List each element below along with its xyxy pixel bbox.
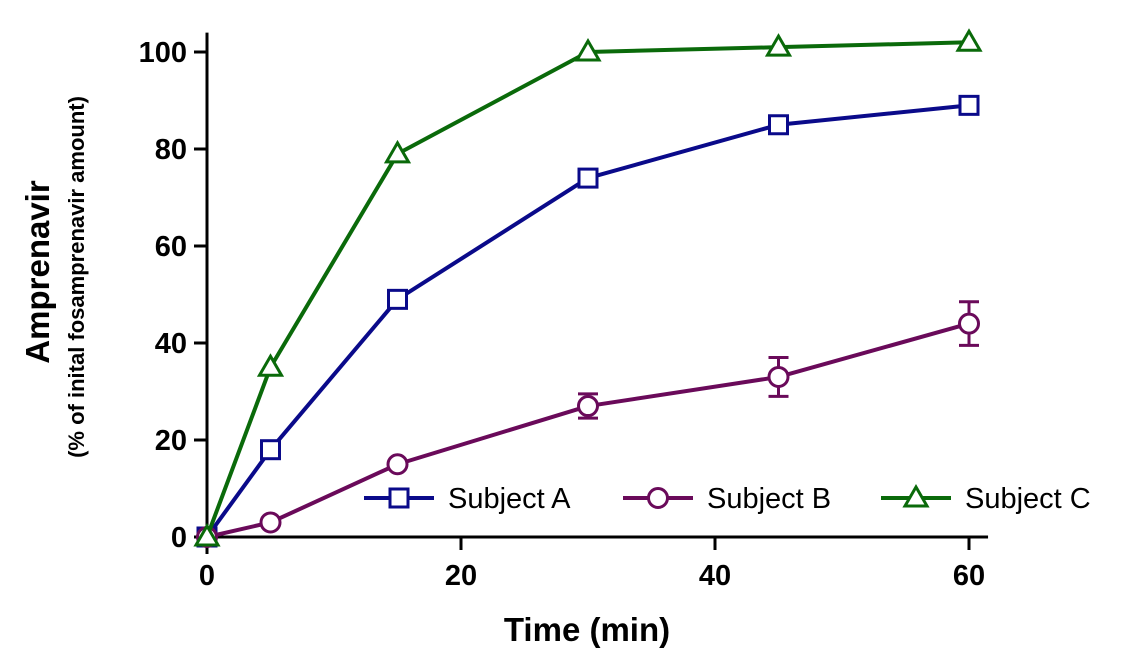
legend-item-1: Subject A (364, 483, 571, 515)
series-3 (193, 28, 983, 547)
data-point (577, 167, 599, 189)
legend: Subject A Subject B Subject C (364, 483, 1091, 515)
series-line (206, 321, 970, 539)
legend-label: Subject A (448, 483, 571, 515)
axes: 0 20 40 60 80 100 0 20 40 60 (139, 32, 989, 592)
data-point (256, 353, 285, 377)
data-point (958, 94, 980, 116)
x-tick-label: 40 (699, 560, 731, 592)
series-layer (193, 28, 983, 548)
legend-marker (388, 487, 410, 509)
data-point (767, 365, 790, 388)
data-point (386, 453, 409, 476)
series-1 (196, 94, 980, 548)
legend-marker (902, 484, 930, 508)
y-tick-label: 40 (155, 328, 187, 360)
legend-label: Subject B (707, 483, 831, 515)
x-axis-title: Time (min) (504, 611, 670, 648)
legend-item-3: Subject C (881, 483, 1091, 515)
y-tick-label: 0 (171, 522, 187, 554)
data-point (383, 139, 412, 164)
data-point (259, 511, 282, 534)
series-2 (196, 300, 980, 548)
x-tick-label: 20 (445, 560, 477, 592)
data-point (955, 28, 983, 52)
x-tick-label: 0 (199, 560, 215, 592)
data-point (577, 395, 599, 418)
data-point (387, 288, 408, 310)
data-point (764, 33, 793, 57)
series-line (205, 40, 970, 538)
y-tick-label: 60 (155, 231, 187, 263)
y-tick-label: 100 (139, 37, 187, 69)
data-point (260, 439, 281, 461)
data-point (193, 523, 221, 547)
y-tick-label: 20 (155, 425, 187, 457)
y-axis-title: Amprenavir (19, 180, 56, 364)
legend-marker (647, 487, 669, 509)
data-point (768, 114, 789, 136)
y-axis-subtitle: (% of inital fosamprenavir amount) (64, 96, 89, 458)
y-tick-label: 80 (155, 134, 187, 166)
x-tick-label: 60 (953, 560, 985, 592)
series-line (205, 103, 970, 539)
legend-label: Subject C (965, 483, 1091, 515)
legend-item-2: Subject B (623, 483, 831, 515)
data-point (958, 312, 980, 335)
data-point (574, 38, 602, 62)
